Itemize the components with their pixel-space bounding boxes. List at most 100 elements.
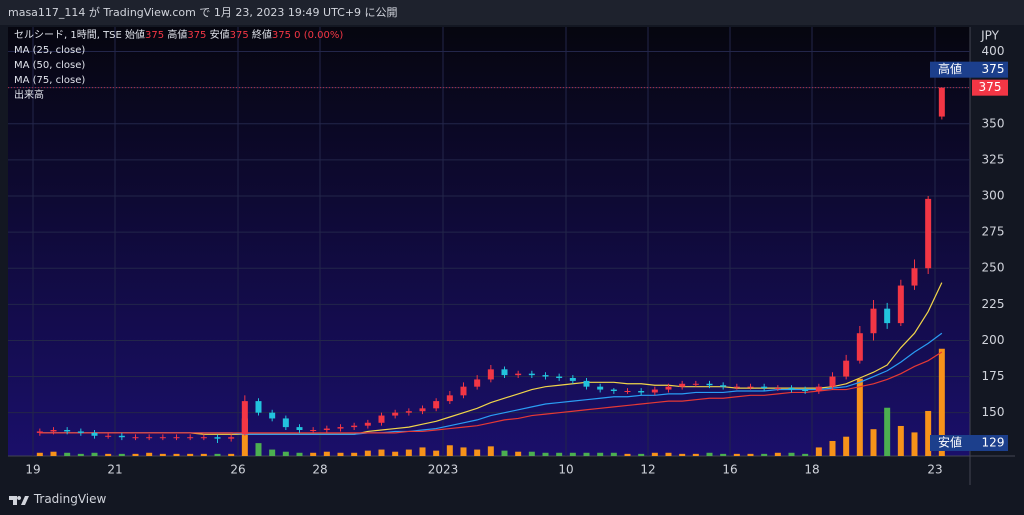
low-marker-label: 安値 [938, 435, 962, 450]
ohlc-value: 375 [187, 30, 207, 41]
volume-bar [583, 452, 590, 456]
candle-body [378, 415, 385, 423]
currency: JPY [980, 29, 1000, 43]
publish-bar: masa117_114 が TradingView.com で 1月 23, 2… [0, 0, 1024, 25]
volume-bar [351, 452, 358, 456]
candle-body [91, 432, 98, 436]
volume-bar [651, 452, 658, 456]
candle-body [556, 376, 563, 378]
indicators: MA (25, close) MA (50, close) MA (75, clos… [14, 43, 343, 103]
candle-body [542, 375, 549, 377]
candle-body [487, 369, 494, 380]
volume-bar [556, 452, 563, 456]
volume-bar [624, 453, 631, 456]
legend: セルシード, 1時間, TSE 始値375 高値375 安値375 終値375 … [14, 28, 343, 103]
logo [9, 495, 29, 505]
volume-bar [610, 452, 617, 456]
volume-bar [474, 449, 481, 456]
volume-bar [733, 453, 740, 456]
indicator: MA (25, close) [14, 45, 86, 56]
candle-body [433, 401, 440, 409]
candle-body [173, 437, 180, 439]
candle-body [296, 427, 303, 430]
candle-body [569, 378, 576, 381]
volume-bar [433, 450, 440, 456]
volume-bar [460, 447, 467, 456]
candle-body [610, 389, 617, 391]
candle-body [747, 386, 754, 388]
volume-bar [911, 432, 918, 456]
x-tick-label: 26 [230, 463, 245, 477]
candle-body [282, 418, 289, 428]
candle-body [159, 437, 166, 439]
candle-body [228, 437, 235, 439]
indicator: MA (75, close) [14, 75, 86, 86]
volume-bar [392, 451, 399, 456]
candle-body [870, 308, 877, 334]
volume-bar [788, 452, 795, 456]
candle-body [392, 412, 399, 416]
y-tick-label: 200 [982, 333, 1005, 347]
indicator: MA (50, close) [14, 60, 86, 71]
volume-bar [214, 453, 221, 456]
volume-bar [802, 453, 809, 456]
candle-body [474, 379, 481, 387]
y-tick-label: 225 [982, 297, 1005, 311]
candle-body [105, 435, 112, 437]
volume-bar [515, 451, 522, 456]
x-tick-label: 19 [25, 463, 40, 477]
candle-body [323, 428, 330, 430]
volume-bar [173, 453, 180, 456]
candle-body [255, 401, 262, 413]
candle-body [118, 435, 125, 438]
volume-bar [446, 445, 453, 456]
indicator-row: 出来高 [14, 88, 343, 103]
volume-bar [487, 446, 494, 456]
x-tick-label: 21 [107, 463, 122, 477]
candle-body [36, 431, 43, 433]
candle-body [829, 376, 836, 387]
y-tick-label: 150 [982, 405, 1005, 419]
volume-bar [692, 453, 699, 456]
volume-bar [419, 447, 426, 456]
volume-bar [282, 451, 289, 456]
y-tick-label: 300 [982, 189, 1005, 203]
candle-body [884, 308, 891, 324]
volume-bar [228, 453, 235, 456]
candle-body [419, 408, 426, 412]
volume-bar [241, 418, 248, 456]
volume-bar [569, 452, 576, 456]
ohlc-value: 375 [229, 30, 249, 41]
volume-bar [747, 453, 754, 456]
volume-bar [105, 453, 112, 456]
ohlc-value: 375 [145, 30, 165, 41]
y-tick-label: 250 [982, 261, 1005, 275]
candle-body [597, 386, 604, 390]
candle-body [64, 430, 71, 432]
candle-body [310, 430, 317, 431]
volume-bar [761, 453, 768, 456]
volume-bar [187, 453, 194, 456]
y-tick-label: 175 [982, 369, 1005, 383]
candle-body [214, 437, 221, 439]
volume-bar [856, 378, 863, 456]
indicator-row: MA (50, close) [14, 58, 343, 73]
low-marker-box [930, 435, 1008, 451]
ohlc: 始値375 高値375 安値375 終値375 [125, 30, 294, 41]
volume-bar [528, 451, 535, 456]
publish-text: masa117_114 が TradingView.com で 1月 23, 2… [8, 6, 398, 19]
candle-body [50, 430, 57, 432]
volume-bar [938, 348, 945, 456]
candle-body [446, 395, 453, 402]
volume-bar [132, 453, 139, 456]
candle-body [788, 388, 795, 390]
x-tick-label: 18 [804, 463, 819, 477]
candle-body [665, 386, 672, 390]
volume-bar [870, 429, 877, 456]
last-price-label: 375 [979, 80, 1002, 94]
x-tick-label: 16 [722, 463, 737, 477]
x-tick-label: 2023 [428, 463, 459, 477]
indicator-row: MA (75, close) [14, 73, 343, 88]
volume-bar [501, 450, 508, 456]
